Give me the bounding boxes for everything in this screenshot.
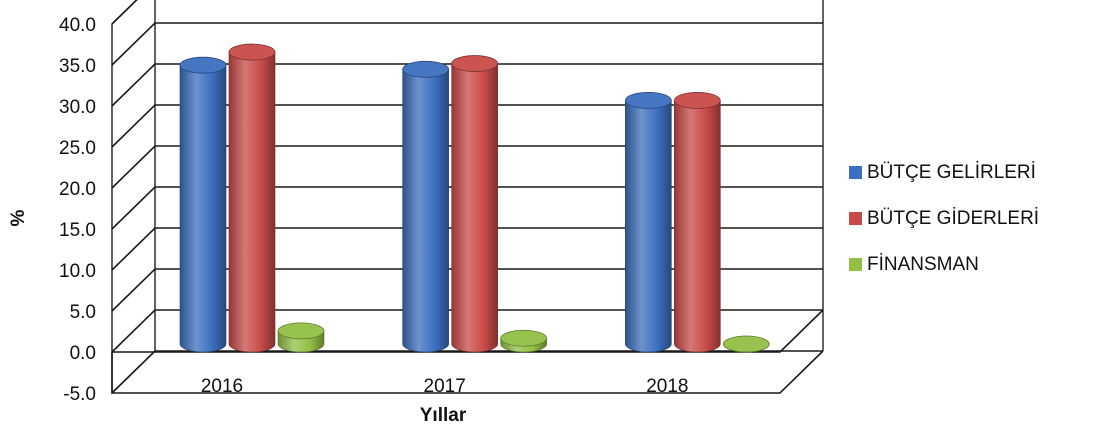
gridlines: [111, 0, 824, 394]
legend-item: BÜTÇE GİDERLERİ: [849, 208, 1039, 229]
bar-top: [500, 329, 548, 347]
legend-label: BÜTÇE GİDERLERİ: [867, 208, 1039, 229]
gridline: [111, 145, 823, 189]
bar-top: [179, 56, 227, 74]
bar: [624, 92, 672, 353]
gridline: [111, 186, 823, 230]
bar: [722, 335, 770, 353]
bars: [179, 43, 770, 353]
bar-body: [228, 51, 276, 353]
y-axis-ticks: -5.0 0.0 5.0 10.0 15.0 20.0 25.0 30.0 35.0 40.0: [59, 15, 96, 405]
bar: [451, 55, 499, 353]
legend-item: FİNANSMAN: [849, 254, 979, 275]
legend: BÜTÇE GELİRLERİ BÜTÇE GİDERLERİ FİNANSMAN: [849, 162, 1039, 275]
gridline: [111, 0, 138, 25]
bar-top: [402, 60, 450, 78]
y-tick-label: -5.0: [63, 384, 96, 405]
bar-body: [402, 69, 449, 353]
y-tick-label: 40.0: [59, 15, 96, 36]
legend-swatch: [849, 212, 862, 225]
legend-label: BÜTÇE GELİRLERİ: [867, 162, 1036, 183]
y-tick-label: 30.0: [59, 97, 96, 118]
bar: [179, 56, 227, 353]
gridline: [111, 350, 823, 394]
gridline: [111, 268, 823, 312]
bar: [402, 60, 450, 353]
y-tick-label: 25.0: [59, 138, 96, 159]
x-axis-ticks: 2016 2017 2018: [201, 376, 689, 397]
y-tick-label: 0.0: [70, 343, 96, 364]
y-axis-title: %: [8, 209, 29, 226]
bar-body: [179, 64, 227, 353]
bar-top: [277, 322, 325, 340]
y-tick-label: 35.0: [59, 56, 96, 77]
x-tick-label: 2016: [201, 376, 243, 397]
gridline: [111, 63, 823, 107]
y-tick-label: 15.0: [59, 220, 96, 241]
gridline: [111, 22, 823, 66]
bar-body: [674, 100, 721, 353]
bar-top: [624, 92, 672, 109]
y-tick-label: 20.0: [59, 179, 96, 200]
legend-label: FİNANSMAN: [867, 254, 979, 275]
bar: [228, 43, 276, 353]
legend-swatch: [849, 258, 862, 271]
bar: [500, 329, 548, 353]
bar-top: [722, 335, 770, 353]
gridline: [111, 309, 823, 353]
bar: [673, 92, 721, 353]
bar-top: [228, 43, 276, 61]
floor-bottom-edge: [112, 350, 824, 394]
bar: [277, 322, 325, 353]
floor-edge: [112, 309, 824, 353]
legend-item: BÜTÇE GELİRLERİ: [849, 162, 1036, 183]
bar-top: [451, 55, 499, 72]
x-tick-label: 2018: [646, 376, 688, 397]
y-tick-label: 5.0: [70, 302, 96, 323]
x-tick-label: 2017: [424, 376, 466, 397]
bar-top: [673, 92, 721, 109]
bar-body: [451, 63, 498, 353]
gridline: [111, 104, 823, 148]
legend-swatch: [849, 166, 862, 179]
gridline: [111, 227, 823, 271]
bar-body: [625, 100, 672, 353]
y-tick-label: 10.0: [59, 261, 96, 282]
x-axis-title: Yıllar: [420, 405, 467, 426]
